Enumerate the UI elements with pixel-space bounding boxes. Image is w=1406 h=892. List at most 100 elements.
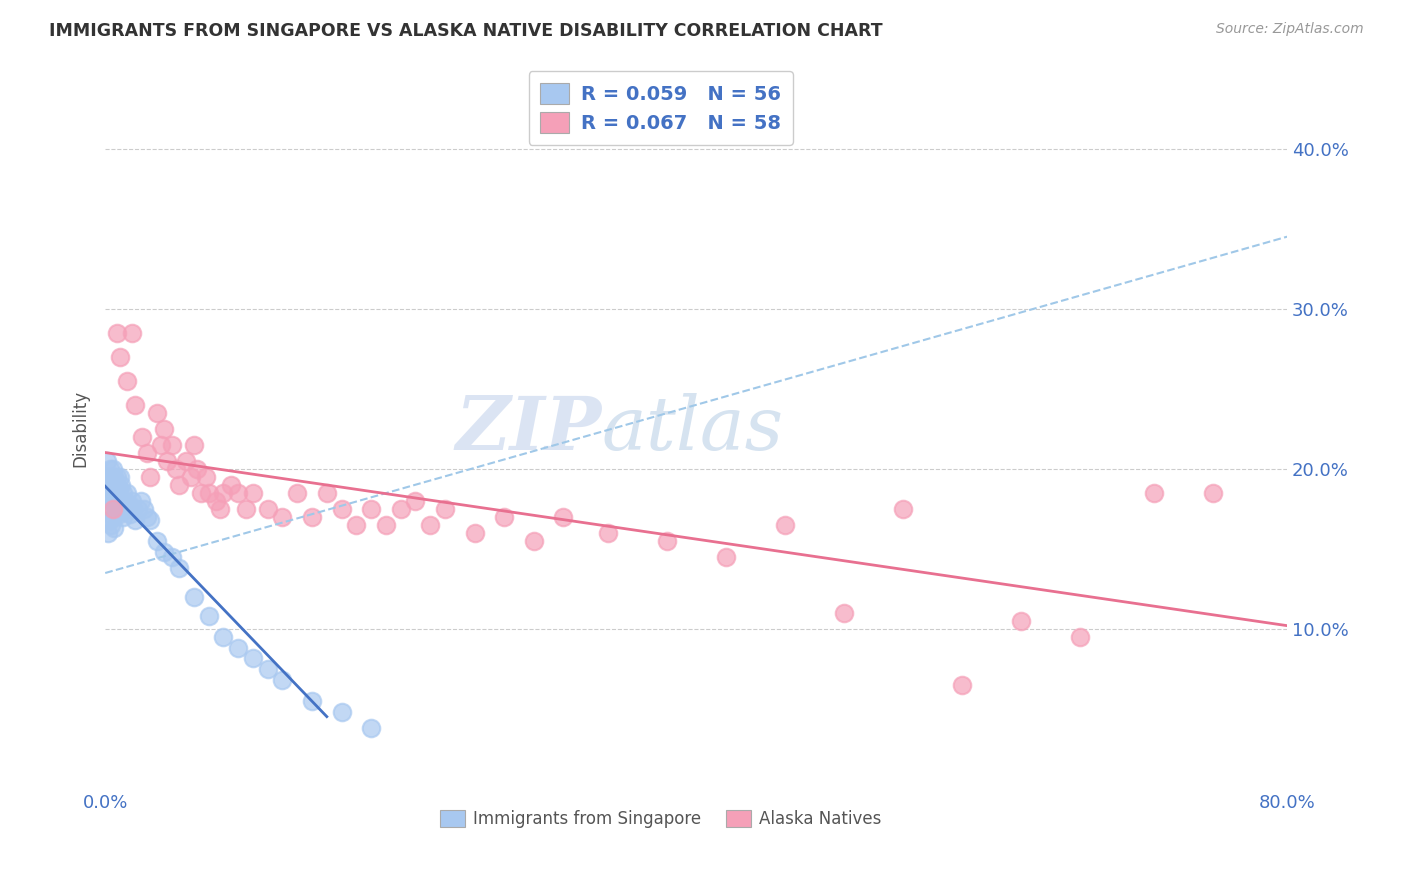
Point: [360, 502, 382, 516]
Legend: Immigrants from Singapore, Alaska Natives: Immigrants from Singapore, Alaska Native…: [433, 804, 889, 835]
Point: [98, 513, 121, 527]
Point: [271, 673, 294, 688]
Point: [97, 502, 120, 516]
Point: [96, 454, 118, 468]
Point: [464, 526, 486, 541]
Point: [100, 518, 122, 533]
Point: [101, 510, 124, 524]
Point: [160, 549, 183, 564]
Point: [434, 502, 457, 516]
Point: [773, 518, 796, 533]
Point: [1202, 486, 1225, 500]
Text: ZIP: ZIP: [456, 392, 602, 465]
Point: [1143, 486, 1166, 500]
Point: [344, 518, 367, 533]
Text: IMMIGRANTS FROM SINGAPORE VS ALASKA NATIVE DISABILITY CORRELATION CHART: IMMIGRANTS FROM SINGAPORE VS ALASKA NATI…: [49, 22, 883, 40]
Point: [101, 502, 124, 516]
Point: [419, 518, 441, 533]
Point: [129, 494, 152, 508]
Point: [135, 446, 157, 460]
Point: [242, 651, 264, 665]
Point: [101, 462, 124, 476]
Point: [256, 502, 278, 516]
Point: [714, 549, 737, 564]
Point: [97, 470, 120, 484]
Point: [138, 513, 160, 527]
Point: [138, 470, 160, 484]
Point: [111, 486, 134, 500]
Point: [235, 502, 257, 516]
Point: [186, 462, 208, 476]
Point: [100, 494, 122, 508]
Point: [219, 478, 242, 492]
Point: [120, 507, 142, 521]
Point: [108, 494, 131, 508]
Point: [271, 510, 294, 524]
Point: [285, 486, 308, 500]
Point: [117, 486, 139, 500]
Point: [105, 470, 128, 484]
Point: [1010, 614, 1032, 628]
Point: [832, 606, 855, 620]
Point: [183, 590, 205, 604]
Point: [301, 510, 323, 524]
Point: [596, 526, 619, 541]
Point: [121, 326, 143, 340]
Point: [104, 502, 127, 516]
Point: [197, 609, 219, 624]
Point: [404, 494, 426, 508]
Point: [205, 494, 228, 508]
Point: [108, 470, 131, 484]
Point: [104, 478, 127, 492]
Point: [553, 510, 575, 524]
Point: [107, 507, 129, 521]
Point: [98, 462, 121, 476]
Point: [146, 406, 169, 420]
Point: [103, 470, 125, 484]
Point: [315, 486, 337, 500]
Text: Source: ZipAtlas.com: Source: ZipAtlas.com: [1216, 22, 1364, 37]
Point: [112, 494, 135, 508]
Point: [117, 374, 139, 388]
Point: [655, 533, 678, 548]
Point: [176, 454, 198, 468]
Point: [226, 641, 249, 656]
Y-axis label: Disability: Disability: [72, 391, 89, 467]
Point: [160, 438, 183, 452]
Point: [197, 486, 219, 500]
Point: [135, 510, 157, 524]
Point: [103, 521, 125, 535]
Point: [891, 502, 914, 516]
Point: [301, 694, 323, 708]
Point: [389, 502, 412, 516]
Point: [110, 503, 132, 517]
Point: [98, 486, 121, 500]
Point: [330, 706, 353, 720]
Point: [212, 486, 235, 500]
Point: [146, 533, 169, 548]
Point: [124, 398, 146, 412]
Point: [183, 438, 205, 452]
Point: [153, 422, 176, 436]
Point: [180, 470, 202, 484]
Point: [360, 722, 382, 736]
Point: [150, 438, 173, 452]
Point: [103, 497, 125, 511]
Point: [115, 502, 138, 516]
Point: [156, 454, 179, 468]
Point: [105, 326, 128, 340]
Point: [494, 510, 516, 524]
Point: [122, 502, 145, 516]
Point: [132, 502, 155, 516]
Point: [97, 526, 120, 541]
Point: [950, 678, 973, 692]
Point: [167, 561, 190, 575]
Point: [167, 478, 190, 492]
Point: [190, 486, 212, 500]
Point: [118, 497, 141, 511]
Point: [107, 481, 129, 495]
Point: [209, 502, 232, 516]
Point: [165, 462, 187, 476]
Point: [153, 545, 176, 559]
Point: [100, 470, 122, 484]
